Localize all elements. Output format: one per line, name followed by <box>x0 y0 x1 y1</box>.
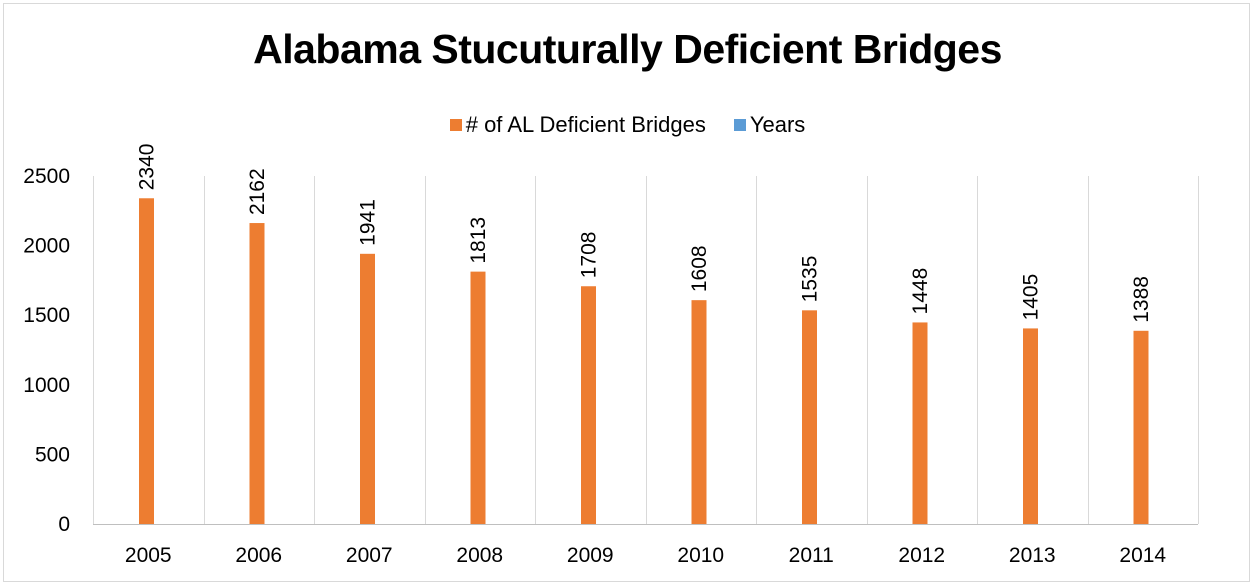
bar <box>581 286 596 524</box>
y-tick-label: 2000 <box>23 235 70 258</box>
bar <box>1133 330 1149 524</box>
data-label: 1708 <box>578 232 601 279</box>
x-tick-label: 2011 <box>789 544 834 567</box>
x-tick-label: 2010 <box>677 544 724 567</box>
x-tick-label: 2008 <box>456 544 503 567</box>
legend-swatch-series-1 <box>449 119 462 131</box>
chart-frame <box>3 3 1250 582</box>
legend-item-series-2: Years <box>733 112 806 138</box>
chart-title: Alabama Stucuturally Deficient Bridges <box>253 26 1002 72</box>
legend-label-series-2: Years <box>749 112 806 137</box>
y-tick-label: 1500 <box>23 304 70 327</box>
bar <box>691 300 707 524</box>
bar <box>360 253 375 524</box>
data-label: 1448 <box>909 268 932 315</box>
x-tick-label: 2013 <box>1009 544 1056 567</box>
x-tick-label: 2005 <box>125 544 172 567</box>
x-tick-label: 2012 <box>898 544 945 567</box>
bar <box>802 310 817 524</box>
data-label: 1388 <box>1130 276 1153 323</box>
bar <box>249 223 265 524</box>
data-label: 2162 <box>246 168 269 215</box>
bar <box>1023 328 1038 524</box>
bar <box>139 198 154 524</box>
bar <box>912 322 928 524</box>
data-label: 1941 <box>357 199 380 246</box>
data-label: 1405 <box>1020 274 1043 321</box>
x-tick-label: 2006 <box>235 544 282 567</box>
bar <box>470 271 486 524</box>
y-tick-label: 0 <box>58 513 70 536</box>
legend-swatch-series-2 <box>733 119 746 131</box>
data-label: 1813 <box>467 217 490 264</box>
data-label: 2340 <box>136 144 159 191</box>
data-label: 1535 <box>799 256 822 303</box>
x-tick-label: 2009 <box>567 544 614 567</box>
legend-item-series-1: # of AL Deficient Bridges <box>449 112 706 138</box>
y-tick-label: 500 <box>35 443 70 466</box>
legend: # of AL Deficient Bridges Years <box>0 112 1255 138</box>
data-label: 1608 <box>688 245 711 292</box>
x-tick-label: 2007 <box>346 544 393 567</box>
y-tick-label: 1000 <box>23 374 70 397</box>
x-tick-label: 2014 <box>1119 544 1166 567</box>
legend-label-series-1: # of AL Deficient Bridges <box>465 112 706 137</box>
y-tick-label: 2500 <box>23 165 70 188</box>
